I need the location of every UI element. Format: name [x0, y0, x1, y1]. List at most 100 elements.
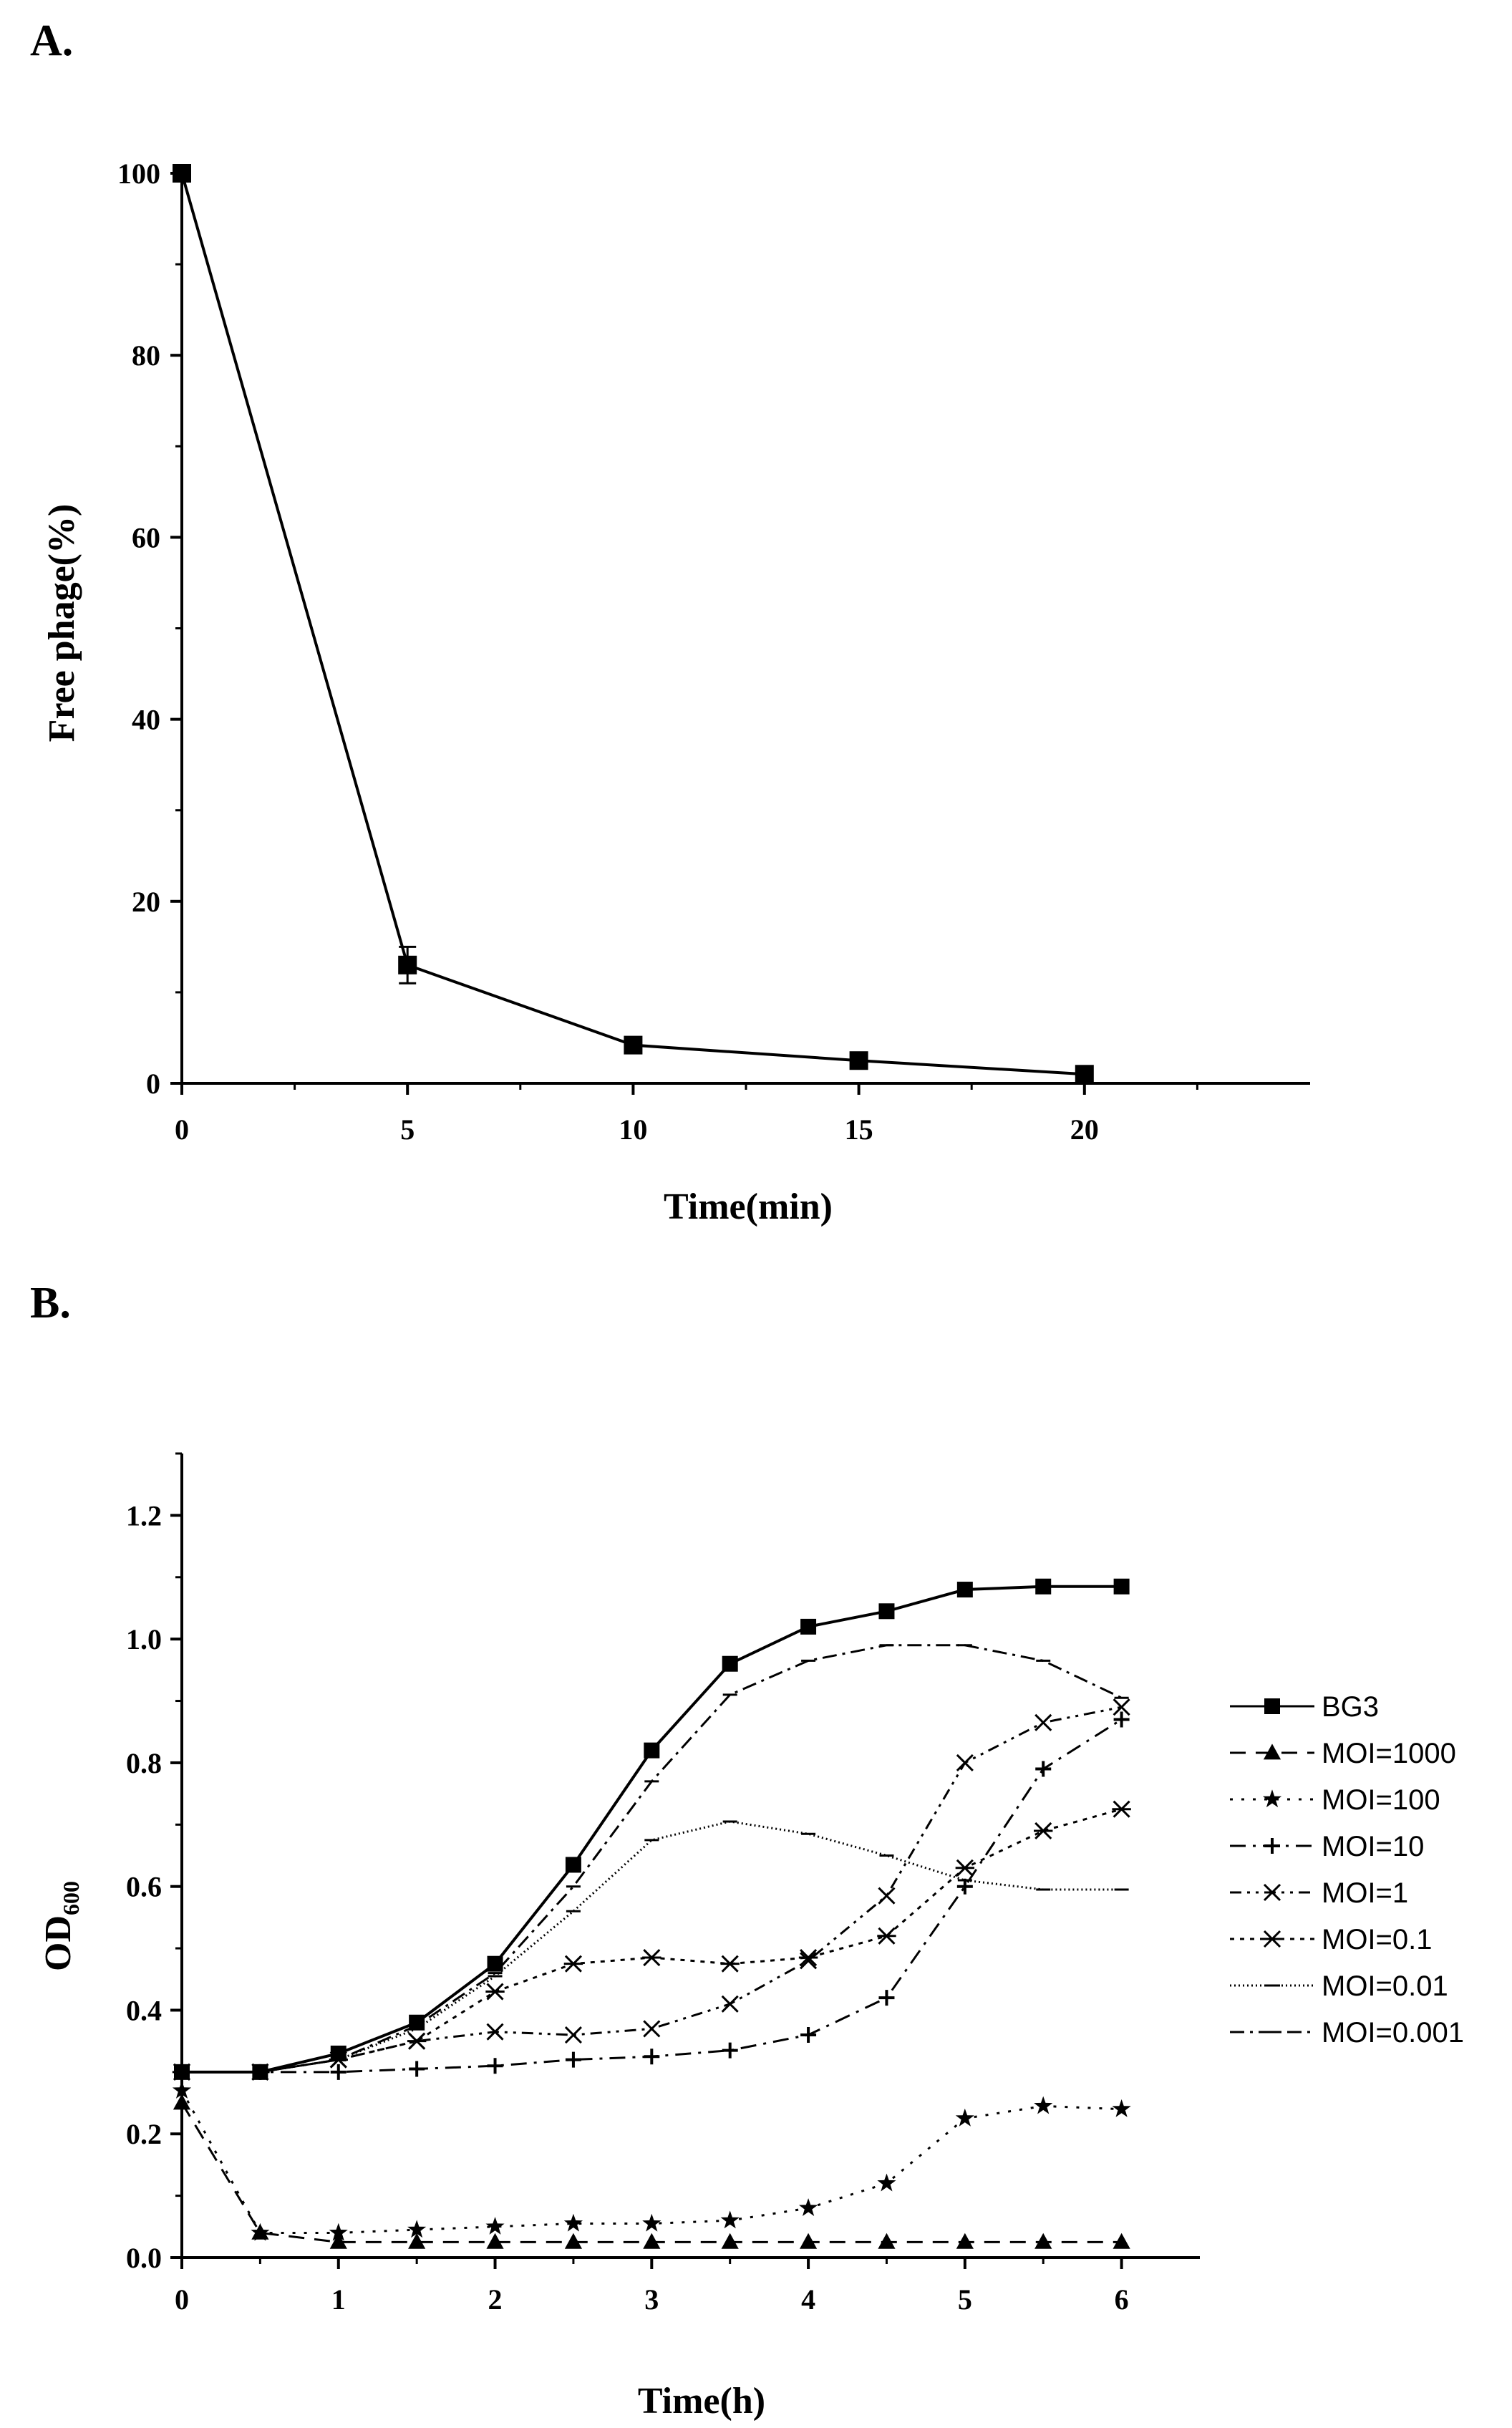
chart-b-data-point — [800, 1618, 817, 1635]
chart-b-series-line — [182, 1706, 1122, 2074]
chart-b-data-point — [174, 2064, 190, 2080]
chart-b-data-point — [800, 1952, 818, 1970]
chart-b-series-line — [180, 2090, 1122, 2234]
chart-b-legend-label: MOI=10 — [1322, 1831, 1424, 1862]
chart-b-data-point — [644, 1742, 660, 1759]
chart-b-data-point — [956, 1754, 974, 1771]
chart-a-series — [173, 164, 1094, 1084]
chart-b-data-point — [563, 2213, 583, 2232]
chart-b-data-point — [251, 2223, 270, 2241]
chart-b-data-point — [563, 1955, 583, 1973]
chart-b-data-point — [955, 2108, 974, 2127]
chart-b-x-tick-label: 2 — [488, 2283, 503, 2316]
chart-b-data-point — [173, 2063, 191, 2081]
chart-a-y-tick-label: 60 — [132, 521, 160, 553]
chart-b-data-point — [720, 2210, 740, 2229]
chart-b-y-tick-label: 0.4 — [126, 1994, 162, 2026]
chart-a-x-tick-label: 15 — [845, 1113, 873, 1146]
chart-a-data-point — [849, 1051, 868, 1070]
chart-b-series-line — [182, 1718, 1123, 2074]
chart-b-data-point — [251, 2223, 269, 2240]
chart-b-data-point — [1035, 1578, 1052, 1595]
chart-b-data-point — [329, 2223, 348, 2241]
chart-b-data-point — [409, 2061, 425, 2077]
chart-b-data-point — [565, 2051, 581, 2068]
chart-b-series-line — [182, 1820, 1122, 2074]
chart-b-data-point — [173, 2094, 191, 2110]
chart-b-data-point — [1113, 1578, 1130, 1595]
chart-b-data-point — [486, 2233, 504, 2249]
chart-a-data-point — [624, 1035, 643, 1055]
chart-b-data-point — [956, 2233, 974, 2249]
chart-b-series-3 — [172, 2081, 1131, 2241]
chart-b-data-point — [1113, 1711, 1130, 1728]
chart-a-y-tick-label: 40 — [132, 704, 160, 736]
chart-a-x-axis-title: Time(min) — [664, 1186, 833, 1227]
chart-b-series-6 — [172, 1800, 1131, 2081]
chart-b-series — [172, 1578, 1131, 2249]
chart-b-data-point — [485, 1983, 505, 2001]
chart-b-data-point — [487, 1955, 503, 1972]
chart-b-data-point — [642, 1948, 662, 1967]
chart-b-data-point — [329, 2051, 348, 2069]
chart-b-data-point — [1112, 2099, 1131, 2117]
chart-b-series-1 — [174, 1578, 1130, 2080]
chart-b-data-point — [721, 1995, 739, 2013]
chart-b-legend-label: MOI=0.1 — [1322, 1924, 1433, 1955]
chart-b-y-tick-label: 0.0 — [126, 2242, 162, 2274]
chart-b-data-point — [1112, 1800, 1131, 1818]
chart-b-legend-marker — [1263, 1883, 1281, 1902]
chart-b-legend-label: MOI=0.01 — [1322, 1970, 1448, 2002]
chart-b-data-point — [644, 2049, 660, 2065]
chart-b-legend-marker — [1262, 1789, 1282, 1808]
chart-b-data-point — [485, 2217, 505, 2235]
chart-b-series-8 — [175, 1644, 1129, 2074]
chart-b-y-tick-label: 1.2 — [126, 1499, 162, 1532]
chart-b-data-point — [1035, 1761, 1052, 1777]
chart-b-legend-label: BG3 — [1322, 1691, 1379, 1723]
chart-b-ticks: 0 1 2 3 4 5 6 0.0 0.2 0.4 0.6 0.8 1.0 1.2 — [126, 1452, 1129, 2316]
chart-b-x-tick-label: 5 — [958, 2283, 972, 2316]
chart-b-series-5 — [173, 1698, 1130, 2081]
chart-b-legend-marker — [1264, 1838, 1280, 1854]
chart-b-data-point — [956, 1582, 973, 1598]
chart-b-data-point — [800, 2027, 817, 2044]
chart-b-data-point — [642, 2213, 662, 2232]
chart-b-data-point — [799, 2233, 818, 2249]
chart-b-data-point — [408, 2233, 426, 2249]
chart-a-data-point — [1075, 1065, 1094, 1084]
chart-b-data-point — [329, 2233, 347, 2249]
chart-b-data-point — [643, 2020, 661, 2038]
chart-b-data-point — [329, 2051, 347, 2069]
chart-b-data-point — [955, 1859, 975, 1877]
chart-b-data-point — [251, 2063, 270, 2081]
chart-a-y-tick-label: 80 — [132, 339, 160, 372]
chart-a-x-tick-label: 0 — [175, 1113, 189, 1146]
chart-a-y-tick-label: 0 — [146, 1068, 160, 1100]
chart-b-y-tick-label: 0.8 — [126, 1747, 162, 1779]
chart-b-y-axis-title-main: OD — [38, 1915, 79, 1971]
panel-b-label: B. — [30, 1279, 71, 1327]
chart-b-data-point — [330, 2064, 346, 2080]
chart-b-data-point — [878, 1887, 896, 1905]
chart-b-data-point — [877, 1927, 896, 1945]
chart-b-data-point — [172, 2081, 192, 2099]
chart-b-legend-label: MOI=100 — [1322, 1784, 1440, 1816]
chart-b-legend-label: MOI=1 — [1322, 1877, 1408, 1909]
chart-a-x-tick-label: 10 — [619, 1113, 647, 1146]
chart-a-y-tick-label: 20 — [132, 886, 160, 918]
chart-b-data-point — [1113, 1698, 1130, 1716]
chart-b-legend-marker — [1264, 1698, 1280, 1714]
chart-b-data-point — [1034, 2096, 1053, 2114]
chart-b-data-point — [643, 2233, 661, 2249]
chart-b-data-point — [565, 1857, 581, 1873]
chart-b-data-point — [721, 2233, 739, 2249]
chart-b-data-point — [1034, 1822, 1053, 1840]
chart-b-data-point — [408, 2032, 426, 2050]
chart-b-data-point — [487, 2058, 503, 2074]
chart-b-series-4 — [174, 1711, 1130, 2080]
chart-b-legend-marker — [1262, 1930, 1282, 1948]
chart-b-data-point — [174, 2064, 190, 2080]
chart-b-x-axis-title: Time(h) — [638, 2381, 765, 2422]
chart-a-series-line — [180, 173, 1085, 1076]
